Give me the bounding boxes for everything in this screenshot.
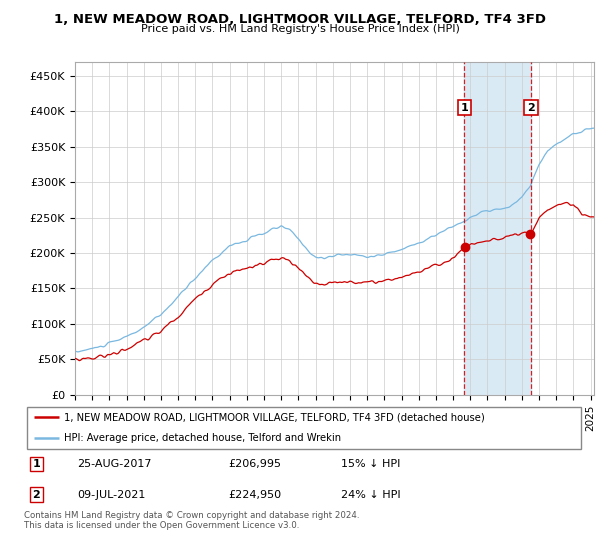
Text: 1: 1 [460, 102, 468, 113]
Text: Contains HM Land Registry data © Crown copyright and database right 2024.
This d: Contains HM Land Registry data © Crown c… [24, 511, 359, 530]
Text: 25-AUG-2017: 25-AUG-2017 [77, 459, 152, 469]
Text: 1, NEW MEADOW ROAD, LIGHTMOOR VILLAGE, TELFORD, TF4 3FD: 1, NEW MEADOW ROAD, LIGHTMOOR VILLAGE, T… [54, 13, 546, 26]
FancyBboxPatch shape [27, 407, 581, 449]
Text: 1: 1 [32, 459, 40, 469]
Text: 1, NEW MEADOW ROAD, LIGHTMOOR VILLAGE, TELFORD, TF4 3FD (detached house): 1, NEW MEADOW ROAD, LIGHTMOOR VILLAGE, T… [64, 412, 485, 422]
Text: 15% ↓ HPI: 15% ↓ HPI [341, 459, 400, 469]
Text: 24% ↓ HPI: 24% ↓ HPI [341, 490, 401, 500]
Text: 2: 2 [527, 102, 535, 113]
Text: 09-JUL-2021: 09-JUL-2021 [77, 490, 146, 500]
Text: £224,950: £224,950 [229, 490, 282, 500]
Text: £206,995: £206,995 [229, 459, 282, 469]
Bar [464, 62, 531, 395]
Text: Price paid vs. HM Land Registry's House Price Index (HPI): Price paid vs. HM Land Registry's House … [140, 24, 460, 34]
Text: 2: 2 [32, 490, 40, 500]
Text: HPI: Average price, detached house, Telford and Wrekin: HPI: Average price, detached house, Telf… [64, 433, 341, 444]
